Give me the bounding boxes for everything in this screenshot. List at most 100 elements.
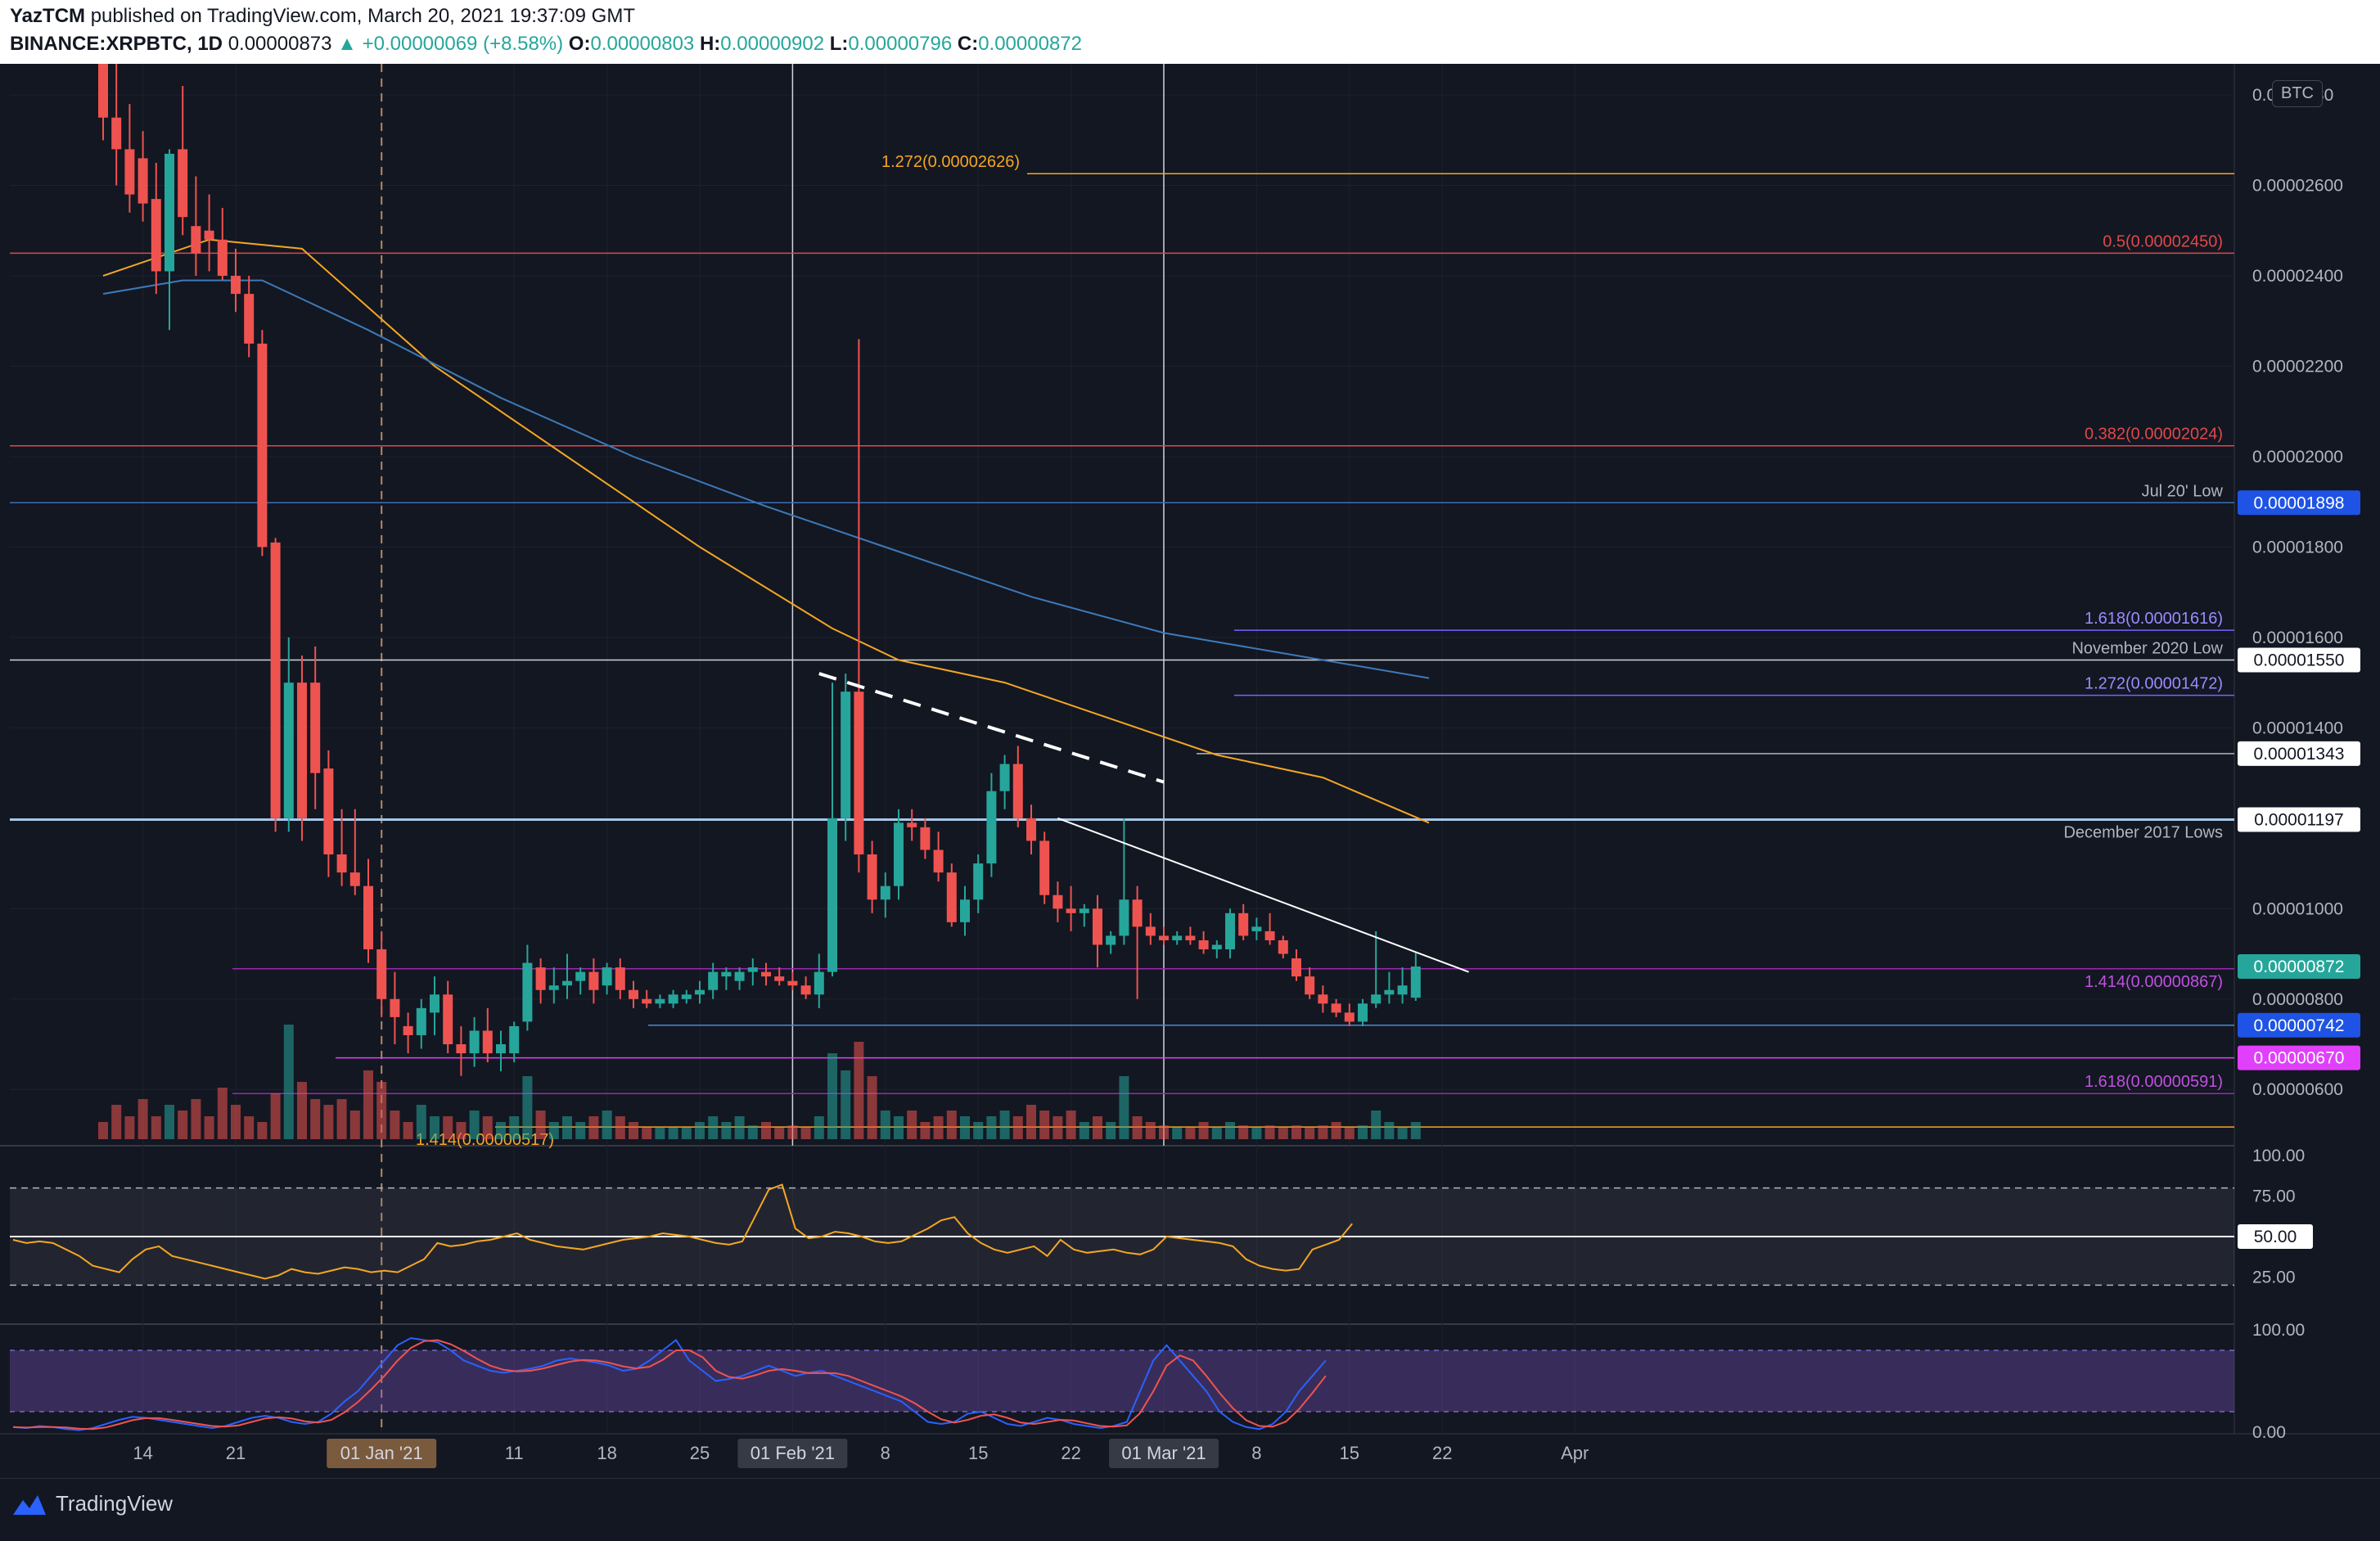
volume-bar [986, 1116, 997, 1139]
candle-body [376, 949, 387, 999]
price-level-label: 1.272(0.00002626) [881, 153, 1020, 171]
candle-body [416, 1007, 426, 1035]
candle-body [761, 971, 771, 977]
candle-body [615, 967, 625, 990]
candle-body [336, 854, 347, 873]
volume-bar [522, 1076, 533, 1139]
volume-bar [1172, 1128, 1183, 1139]
volume-bar [349, 1111, 360, 1139]
volume-bar [456, 1122, 467, 1139]
rsi-badge [2238, 1224, 2313, 1249]
candle-body [535, 967, 546, 990]
volume-bar [1384, 1122, 1395, 1139]
candle-body [456, 1044, 467, 1054]
candle-body [1145, 926, 1156, 936]
tradingview-branding[interactable]: TradingView [11, 1491, 173, 1516]
candle-body [721, 971, 732, 977]
volume-bar [1211, 1128, 1222, 1139]
volume-bar [1145, 1122, 1156, 1139]
candle-body [1106, 935, 1116, 945]
currency-badge[interactable]: BTC [2272, 80, 2323, 107]
candle-body [496, 1044, 506, 1054]
time-axis-badge [327, 1439, 437, 1468]
candle-body [165, 153, 174, 272]
price-change: +0.00000069 (+8.58%) [362, 33, 564, 55]
volume-bar [787, 1125, 798, 1139]
candle-body [1344, 1012, 1355, 1022]
candle-body [1371, 994, 1382, 1004]
candle-body [137, 158, 148, 204]
time-axis-badge [1109, 1439, 1219, 1468]
candle-body [403, 1025, 413, 1035]
volume-bar [496, 1122, 506, 1139]
volume-bar [814, 1116, 824, 1139]
volume-bar [1331, 1122, 1341, 1139]
time-axis-tick: 21 [226, 1443, 246, 1463]
chart-area[interactable]: 1.272(0.00002626) 0.5(0.00002450) 0.382(0.… [0, 0, 2380, 1478]
volume-bar [98, 1122, 108, 1139]
candle-body [1159, 935, 1169, 940]
stoch-axis-tick: 0.00 [2252, 1423, 2286, 1442]
volume-bar [1185, 1128, 1196, 1139]
symbol-legend: BINANCE:XRPBTC, 1D 0.00000873 ▲ +0.00000… [10, 33, 1082, 56]
candle-body [1093, 908, 1102, 945]
candle-body [880, 885, 890, 900]
tradingview-brand: TradingView [56, 1491, 174, 1516]
time-axis-tick: 15 [968, 1443, 988, 1463]
volume-bar [841, 1070, 851, 1139]
volume-bar [509, 1116, 520, 1139]
volume-bar [204, 1116, 214, 1139]
open-value: 0.00000803 [590, 33, 695, 55]
price-level-badge [2238, 647, 2360, 673]
price-level-badge-text: 0.00001898 [2254, 493, 2345, 512]
candle-body [562, 980, 572, 986]
time-axis-tick: 15 [1340, 1443, 1359, 1463]
volume-bar [1358, 1125, 1368, 1139]
candle-body [1172, 935, 1183, 940]
volume-bar [734, 1116, 745, 1139]
candle-body [297, 683, 307, 818]
time-axis-tick: Apr [1561, 1443, 1589, 1463]
candle-body [310, 683, 321, 773]
volume-bar [681, 1128, 692, 1139]
chart-svg[interactable]: 1.272(0.00002626) 0.5(0.00002450) 0.382(0.… [0, 0, 2380, 1478]
volume-bar [548, 1122, 559, 1139]
rsi-axis-tick: 100.00 [2252, 1147, 2305, 1165]
candle-body [907, 822, 917, 827]
candle-body [1264, 930, 1275, 940]
volume-bar [1066, 1111, 1076, 1139]
price-axis-tick: 0.00001600 [2252, 629, 2343, 647]
volume-bar [270, 1093, 281, 1139]
price-axis-tick: 0.00002400 [2252, 267, 2343, 286]
volume-bar [1344, 1128, 1355, 1139]
volume-bar [668, 1128, 678, 1139]
candle-body [1384, 989, 1395, 995]
candle-body [1225, 912, 1235, 950]
symbol-name[interactable]: BINANCE:XRPBTC, 1D [10, 33, 223, 55]
volume-bar [1225, 1122, 1235, 1139]
time-axis-tick: 8 [1251, 1443, 1261, 1463]
low-label: L: [829, 33, 849, 55]
volume-bar [244, 1116, 255, 1139]
candle-body [642, 998, 652, 1004]
candle-body [986, 791, 997, 864]
low-value: 0.00000796 [848, 33, 953, 55]
publisher-name[interactable]: YazTCM [10, 5, 86, 27]
candle-body [1198, 939, 1209, 950]
candle-body [681, 994, 692, 999]
candle-body [1119, 899, 1129, 936]
price-level-badge [2238, 1012, 2360, 1038]
publish-info: YazTCM published on TradingView.com, Mar… [10, 5, 635, 28]
candle-body [469, 1030, 480, 1054]
candle-body [111, 117, 122, 150]
price-level-badge-text: 0.00000872 [2254, 957, 2345, 976]
price-axis-tick: 0.00000600 [2252, 1080, 2343, 1099]
candle-body [363, 885, 373, 950]
volume-bar [1397, 1128, 1408, 1139]
candle-body [668, 994, 678, 1004]
high-value: 0.00000902 [720, 33, 825, 55]
price-axis-tick: 0.00001000 [2252, 899, 2343, 918]
volume-bar [443, 1116, 453, 1139]
price-level-label: 0.5(0.00002450) [2103, 232, 2223, 250]
volume-bar [257, 1122, 268, 1139]
